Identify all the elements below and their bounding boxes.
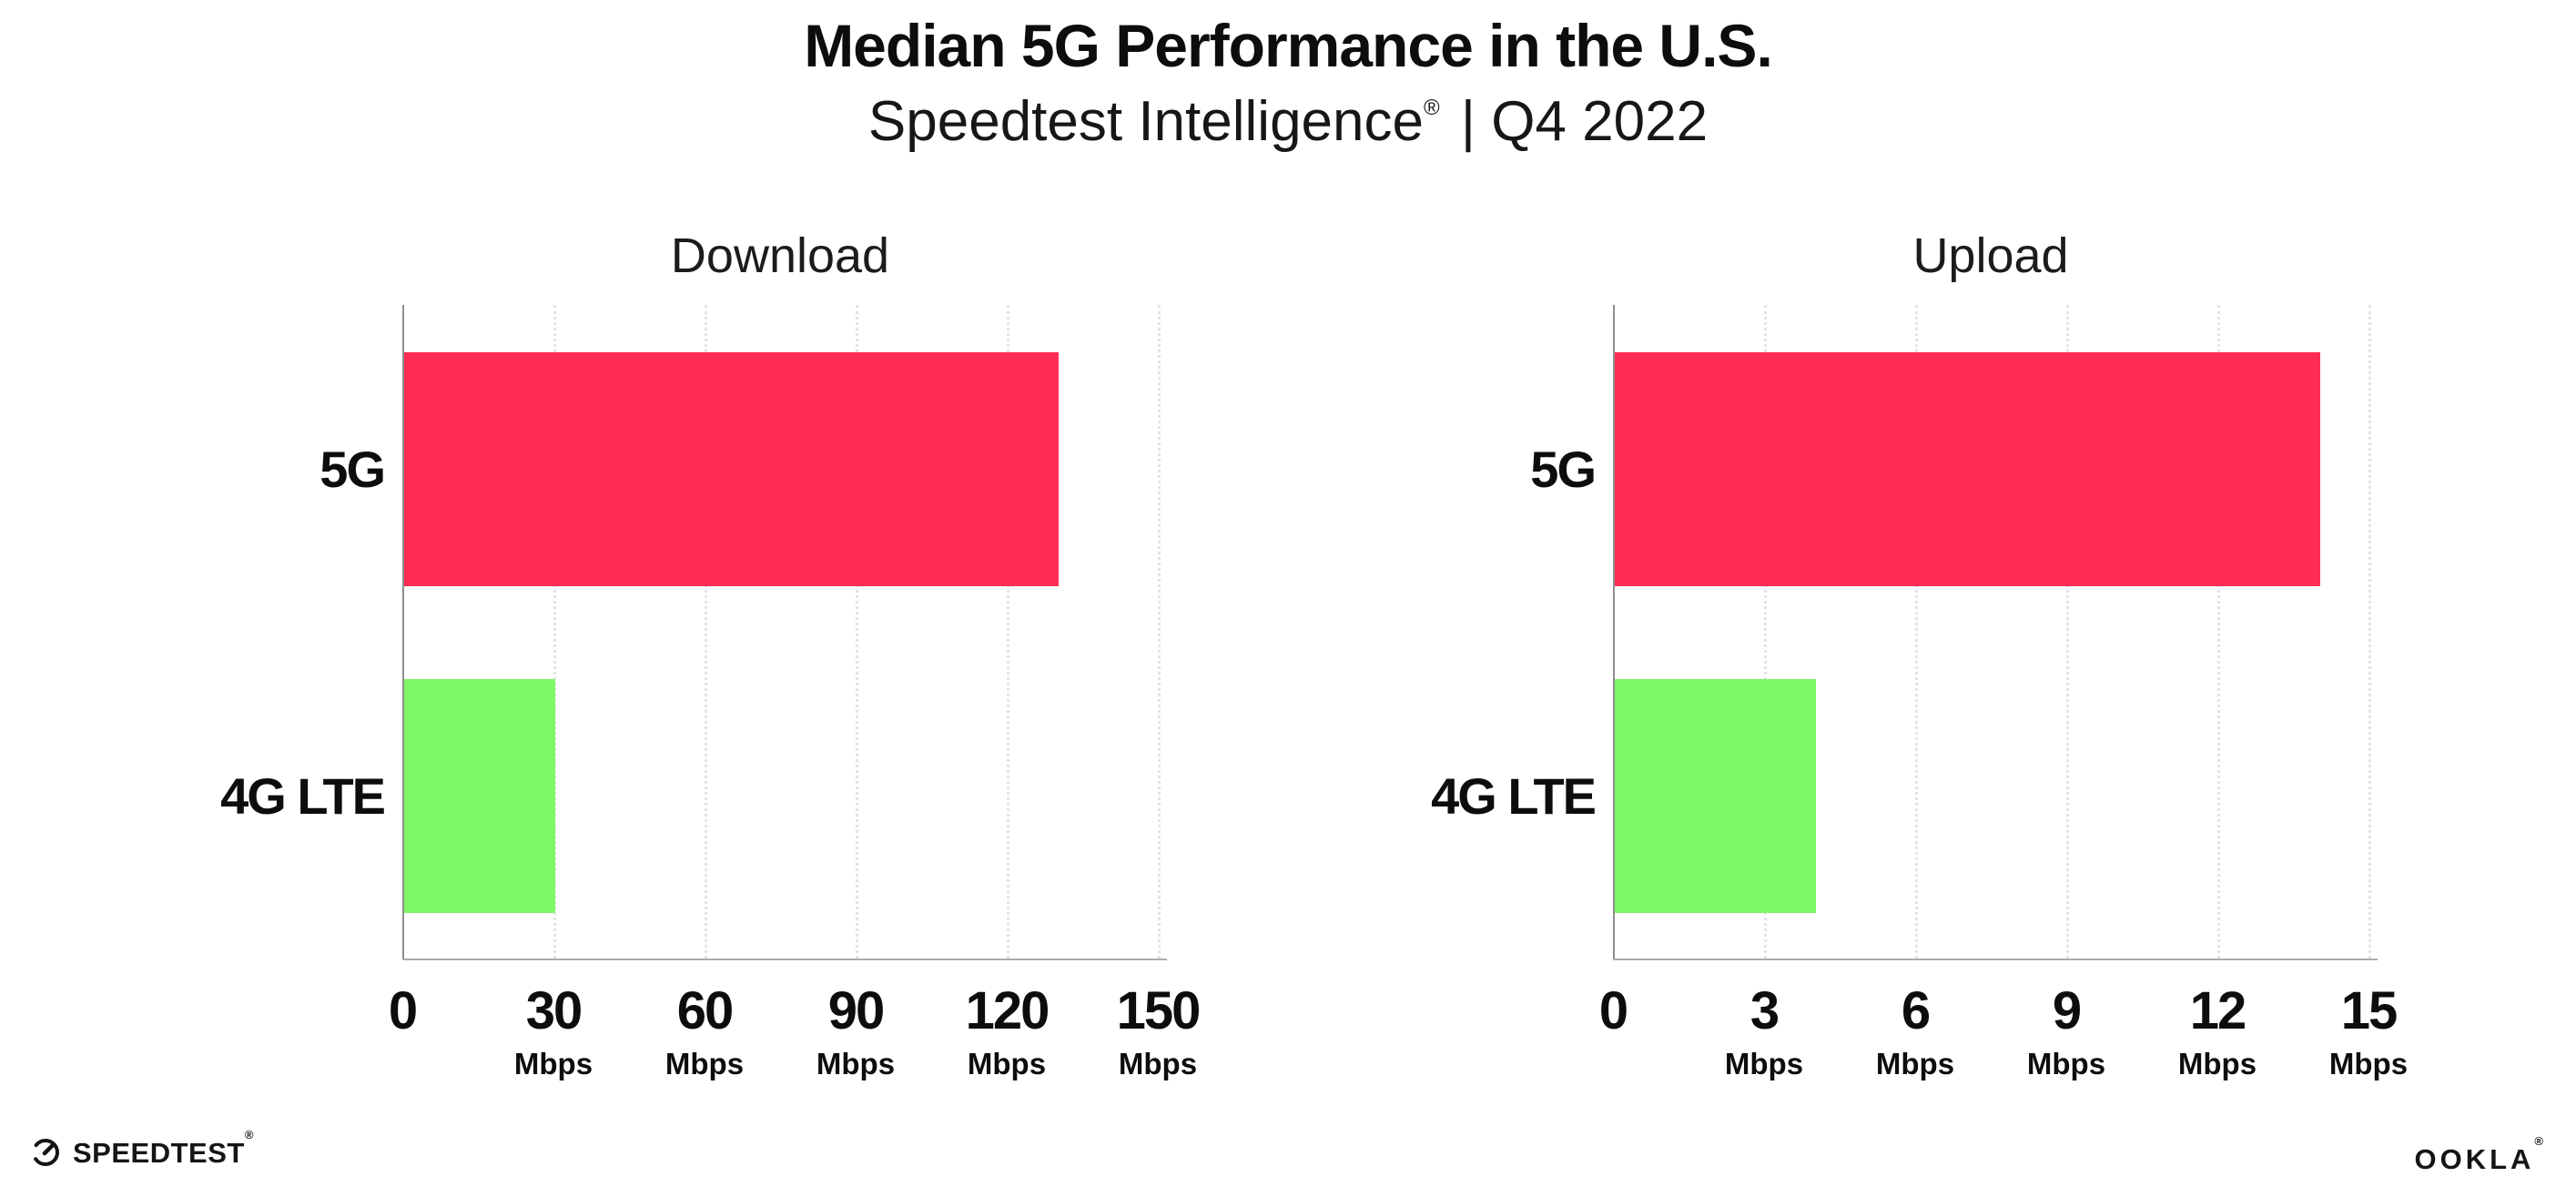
tick-unit-download-150: Mbps xyxy=(1118,1047,1198,1080)
bar-upload-4g-lte xyxy=(1615,679,1816,913)
bar-download-4g-lte xyxy=(404,679,555,913)
gridline-120-mbps xyxy=(1007,305,1009,959)
tick-unit-upload-15: Mbps xyxy=(2328,1047,2409,1080)
tick-label-upload-3: 3 xyxy=(1749,981,1780,1040)
plot-area-upload xyxy=(1613,305,2378,960)
category-label-5g: 5G xyxy=(1530,440,1597,498)
page-title: Median 5G Performance in the U.S. xyxy=(804,12,1773,79)
tick-label-download-90: 90 xyxy=(827,981,886,1040)
gridline-15-mbps xyxy=(2368,305,2371,959)
tick-unit-download-30: Mbps xyxy=(513,1047,593,1080)
bar-download-5g xyxy=(404,352,1059,586)
gridline-6-mbps xyxy=(1915,305,1918,959)
gridline-30-mbps xyxy=(553,305,556,959)
subtitle-period: | Q4 2022 xyxy=(1445,90,1709,153)
bar-upload-5g xyxy=(1615,352,2320,586)
y-axis-line xyxy=(402,305,404,959)
ookla-logo: OOKLA® xyxy=(2414,1134,2543,1176)
speedtest-gauge-icon xyxy=(32,1139,59,1166)
tick-unit-upload-3: Mbps xyxy=(1724,1047,1804,1080)
subtitle-brand: Speedtest Intelligence xyxy=(867,90,1424,153)
y-axis-line xyxy=(1613,305,1615,959)
tick-label-upload-12: 12 xyxy=(2189,981,2247,1040)
tick-label-download-120: 120 xyxy=(965,981,1050,1040)
speedtest-logo: SPEEDTEST® xyxy=(27,1128,254,1170)
ookla-trademark-icon: ® xyxy=(2534,1134,2543,1148)
x-axis-line xyxy=(402,959,1167,960)
tick-label-download-0: 0 xyxy=(388,981,418,1040)
chart-title-download: Download xyxy=(670,228,890,283)
gridline-9-mbps xyxy=(2066,305,2069,959)
registered-trademark-icon: ® xyxy=(1424,96,1440,120)
page-subtitle: Speedtest Intelligence® | Q4 2022 xyxy=(0,89,2576,154)
tick-label-upload-15: 15 xyxy=(2340,981,2399,1040)
tick-unit-upload-6: Mbps xyxy=(1875,1047,1955,1080)
tick-label-upload-9: 9 xyxy=(2052,981,2082,1040)
x-axis-line xyxy=(1613,959,2378,960)
tick-label-download-30: 30 xyxy=(525,981,583,1040)
category-label-4g-lte: 4G LTE xyxy=(220,766,386,825)
tick-unit-download-60: Mbps xyxy=(664,1047,745,1080)
chart-title-upload: Upload xyxy=(1912,228,2069,283)
speedtest-wordmark: SPEEDTEST® xyxy=(73,1128,254,1169)
gridline-150-mbps xyxy=(1158,305,1161,959)
plot-area-download xyxy=(402,305,1167,960)
tick-unit-download-120: Mbps xyxy=(967,1047,1047,1080)
tick-label-upload-0: 0 xyxy=(1598,981,1628,1040)
tick-label-download-150: 150 xyxy=(1116,981,1202,1040)
gridline-3-mbps xyxy=(1764,305,1767,959)
gridline-60-mbps xyxy=(705,305,707,959)
speedtest-trademark-icon: ® xyxy=(244,1128,254,1141)
tick-unit-upload-12: Mbps xyxy=(2177,1047,2257,1080)
tick-label-upload-6: 6 xyxy=(1901,981,1931,1040)
tick-unit-download-90: Mbps xyxy=(816,1047,896,1080)
gridline-90-mbps xyxy=(856,305,858,959)
tick-label-download-60: 60 xyxy=(676,981,735,1040)
category-label-4g-lte: 4G LTE xyxy=(1431,766,1597,825)
category-label-5g: 5G xyxy=(319,440,386,498)
ookla-wordmark: OOKLA xyxy=(2414,1143,2535,1175)
gridline-12-mbps xyxy=(2217,305,2220,959)
tick-unit-upload-9: Mbps xyxy=(2026,1047,2106,1080)
